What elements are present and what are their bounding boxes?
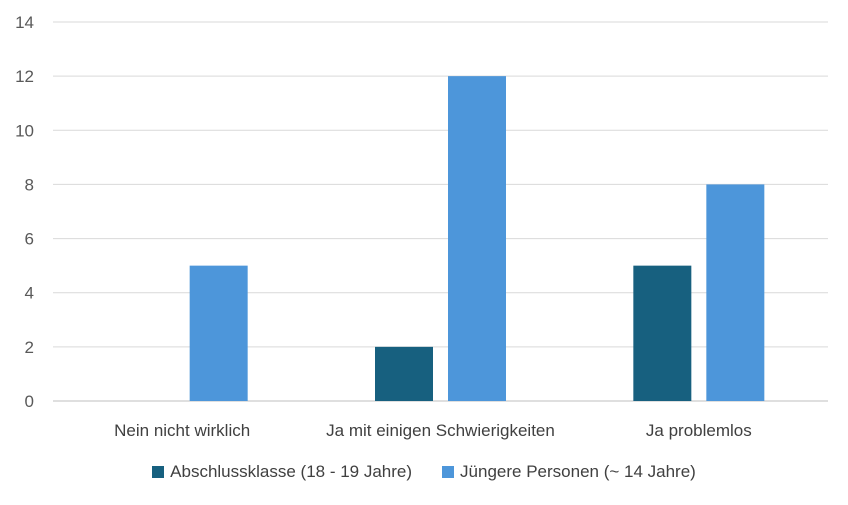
legend-item-series-1: Abschlussklasse (18 - 19 Jahre) [152,462,412,482]
legend-swatch-series-2 [442,466,455,478]
x-category-label: Nein nicht wirklich [114,421,250,440]
y-tick-label: 4 [25,284,34,303]
legend-item-series-2: Jüngere Personen (~ 14 Jahre) [442,462,696,482]
legend-label-series-1: Abschlussklasse (18 - 19 Jahre) [170,462,413,481]
bar-series-2 [706,184,765,401]
legend-swatch-series-1 [152,466,165,478]
bar-series-2 [189,265,248,401]
y-tick-label: 2 [25,338,34,357]
bar-series-2 [448,76,506,402]
bar-series-1 [375,346,433,401]
legend: Abschlussklasse (18 - 19 Jahre) Jüngere … [0,462,848,482]
x-category-label: Ja mit einigen Schwierigkeiten [326,421,555,440]
y-tick-label: 14 [15,13,34,32]
y-tick-label: 12 [15,67,34,86]
legend-label-series-2: Jüngere Personen (~ 14 Jahre) [460,462,696,481]
y-tick-label: 0 [25,392,34,411]
x-category-label: Ja problemlos [646,421,752,440]
y-tick-label: 10 [15,121,34,140]
y-tick-label: 6 [25,230,34,249]
bar-series-1 [633,265,692,401]
y-tick-label: 8 [25,175,34,194]
